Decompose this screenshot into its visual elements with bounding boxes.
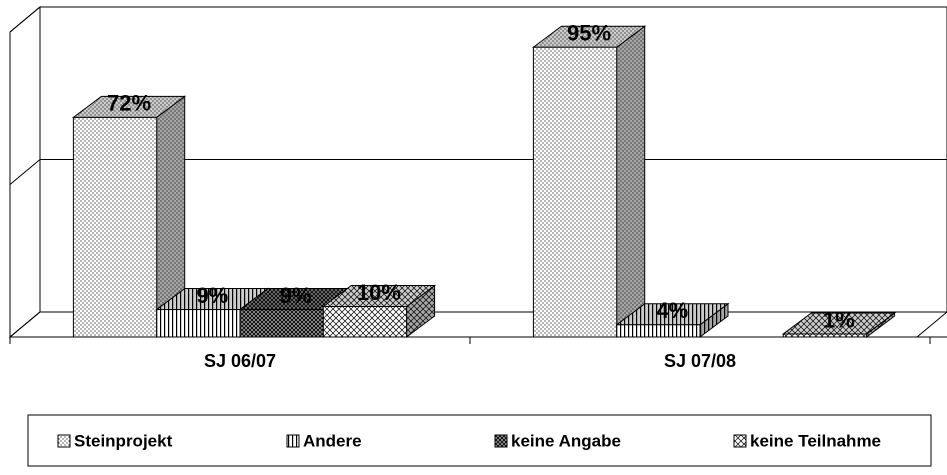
bar-top-shade — [240, 288, 352, 310]
legend — [27, 414, 932, 467]
bar-top-shade — [323, 285, 435, 307]
x-tick-label: SJ 07/08 — [664, 351, 736, 371]
legend-label: keine Angabe — [511, 431, 621, 450]
legend-swatch — [57, 434, 71, 448]
legend-label: Andere — [303, 431, 362, 450]
bar — [156, 309, 241, 338]
bar — [322, 306, 408, 338]
legend-label: keine Teilnahme — [750, 431, 881, 450]
grid-line — [9, 6, 947, 33]
data-label: 95% — [567, 21, 611, 46]
bar — [239, 309, 324, 338]
data-label: 72% — [107, 91, 151, 116]
bar-top-shade — [783, 312, 895, 334]
bars: 72% 9% 9% 10% 95% 4% 1% — [71, 21, 897, 338]
legend-label: Steinprojekt — [74, 431, 173, 450]
x-tick-label: SJ 06/07 — [204, 351, 276, 371]
bar-top-shade — [533, 26, 645, 48]
bar-top-shade — [73, 96, 185, 118]
bar — [72, 116, 158, 338]
bar-side-shade — [700, 303, 728, 337]
x-axis: SJ 06/07 SJ 07/08 — [9, 336, 947, 371]
data-label: 10% — [357, 280, 401, 305]
data-label: 4% — [656, 298, 688, 323]
bar-side-shade — [866, 312, 895, 337]
legend-items: Steinprojekt Andere keine Angabe keine Teil… — [57, 431, 881, 450]
bar-side-shade — [156, 96, 185, 338]
bar-side-shade — [406, 285, 435, 337]
legend-swatch — [286, 434, 300, 448]
bar-side-shade — [616, 26, 645, 337]
data-label: 9% — [280, 283, 312, 308]
data-label: 1% — [823, 307, 855, 332]
legend-swatch — [494, 434, 508, 448]
bar-top-shade — [156, 288, 268, 310]
data-label: 9% — [196, 283, 228, 308]
bar-top-shade — [616, 303, 728, 325]
bar — [616, 324, 701, 338]
legend-swatch — [733, 434, 747, 448]
bar — [532, 46, 618, 338]
